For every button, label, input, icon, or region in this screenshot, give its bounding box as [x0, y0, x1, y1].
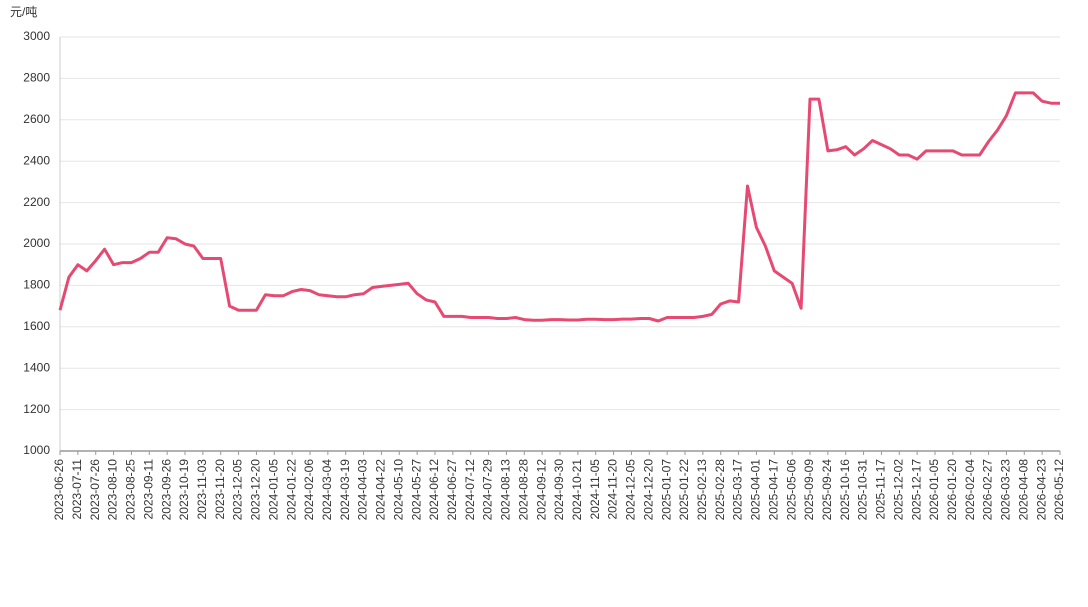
x-tick-label: 2026-04-23	[1034, 459, 1048, 521]
x-tick-label: 2025-12-17	[909, 459, 923, 521]
x-tick-label: 2025-12-02	[891, 459, 905, 521]
x-tick-label: 2024-01-05	[266, 459, 280, 521]
x-tick-label: 2026-01-20	[945, 459, 959, 521]
x-tick-label: 2026-02-04	[963, 459, 977, 521]
x-tick-label: 2025-03-17	[731, 459, 745, 521]
x-tick-label: 2023-08-10	[106, 459, 120, 521]
x-tick-label: 2024-03-04	[320, 459, 334, 521]
x-tick-label: 2023-09-11	[141, 459, 155, 520]
x-tick-label: 2025-04-17	[766, 459, 780, 521]
x-tick-label: 2025-10-16	[838, 459, 852, 521]
x-tick-label: 2025-02-13	[695, 459, 709, 521]
x-tick-label: 2024-11-05	[588, 459, 602, 520]
x-tick-label: 2026-01-05	[927, 459, 941, 521]
x-tick-label: 2024-12-05	[624, 459, 638, 521]
x-tick-label: 2026-02-27	[981, 459, 995, 521]
x-tick-label: 2024-09-12	[534, 459, 548, 521]
y-tick-label: 1400	[23, 360, 50, 374]
x-tick-label: 2026-03-23	[999, 459, 1013, 521]
x-tick-label: 2024-07-12	[463, 459, 477, 521]
x-tick-label: 2023-06-26	[52, 459, 66, 521]
y-axis-label: 元/吨	[10, 5, 37, 19]
y-tick-label: 1000	[23, 443, 50, 457]
x-tick-label: 2025-01-07	[659, 459, 673, 521]
x-tick-label: 2024-04-22	[374, 459, 388, 521]
x-tick-label: 2024-06-12	[427, 459, 441, 521]
y-tick-label: 2800	[23, 71, 50, 85]
x-tick-label: 2024-05-10	[391, 459, 405, 521]
x-tick-label: 2024-10-21	[570, 459, 584, 521]
x-tick-label: 2025-02-28	[713, 459, 727, 521]
y-tick-label: 1600	[23, 319, 50, 333]
y-tick-label: 2600	[23, 112, 50, 126]
x-tick-label: 2024-08-13	[499, 459, 513, 521]
x-tick-label: 2024-04-03	[356, 459, 370, 521]
x-tick-label: 2023-10-19	[177, 459, 191, 521]
x-tick-label: 2025-05-06	[784, 459, 798, 521]
x-tick-label: 2023-07-11	[70, 459, 84, 520]
y-tick-label: 1800	[23, 278, 50, 292]
price-line	[58, 91, 1060, 323]
x-tick-label: 2026-05-12	[1052, 459, 1066, 521]
x-tick-label: 2024-12-20	[641, 459, 655, 521]
x-tick-label: 2024-07-29	[481, 459, 495, 521]
y-tick-label: 1200	[23, 402, 50, 416]
x-tick-label: 2024-03-19	[338, 459, 352, 521]
x-tick-label: 2024-05-27	[409, 459, 423, 521]
x-tick-label: 2023-09-26	[159, 459, 173, 521]
y-tick-label: 3000	[23, 29, 50, 43]
x-tick-label: 2025-11-17	[874, 459, 888, 520]
y-tick-label: 2400	[23, 153, 50, 167]
x-tick-label: 2023-12-20	[249, 459, 263, 521]
x-tick-label: 2024-11-20	[606, 459, 620, 520]
x-tick-label: 2026-04-08	[1016, 459, 1030, 521]
x-tick-label: 2024-01-22	[284, 459, 298, 521]
x-tick-label: 2023-11-03	[195, 459, 209, 520]
x-tick-label: 2023-11-20	[213, 459, 227, 520]
x-tick-label: 2024-06-27	[445, 459, 459, 521]
x-tick-label: 2025-09-24	[820, 459, 834, 521]
x-tick-label: 2023-07-26	[88, 459, 102, 521]
x-tick-label: 2024-09-30	[552, 459, 566, 521]
x-tick-label: 2023-12-05	[231, 459, 245, 521]
y-tick-label: 2200	[23, 195, 50, 209]
x-tick-label: 2025-01-22	[677, 459, 691, 521]
x-tick-label: 2025-04-01	[749, 459, 763, 521]
y-tick-label: 2000	[23, 236, 50, 250]
x-tick-label: 2025-10-31	[856, 459, 870, 521]
x-tick-label: 2024-08-28	[516, 459, 530, 521]
x-tick-label: 2024-02-06	[302, 459, 316, 521]
x-tick-label: 2025-09-09	[802, 459, 816, 521]
x-tick-label: 2023-08-25	[124, 459, 138, 521]
